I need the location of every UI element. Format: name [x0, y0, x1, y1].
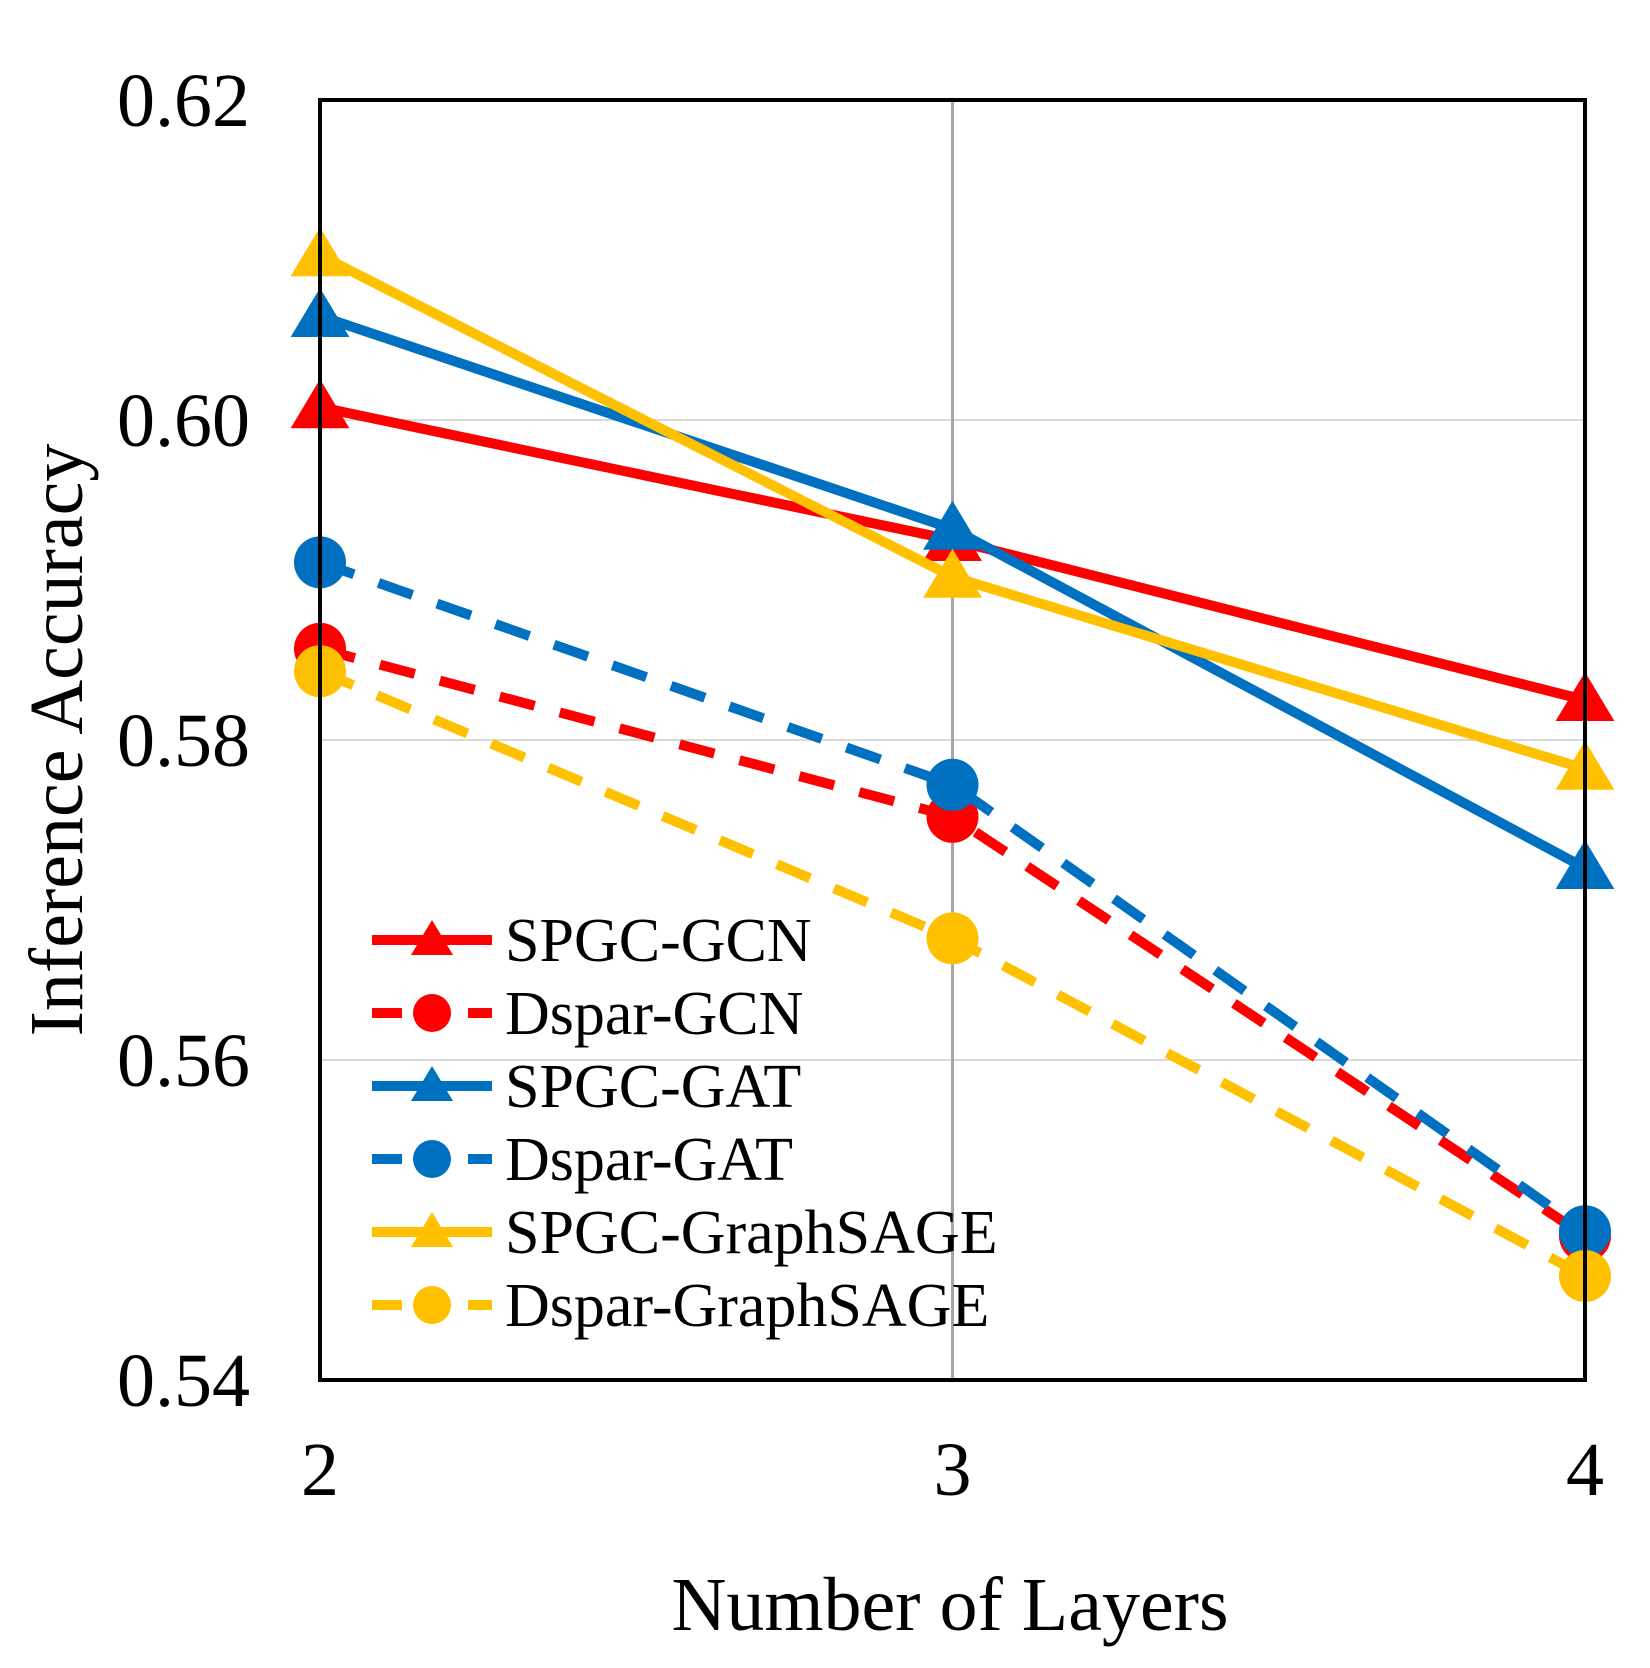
x-tick-label: 4 — [1566, 1428, 1604, 1512]
x-tick-label: 2 — [301, 1428, 339, 1512]
plot-frame — [318, 98, 1587, 1382]
data-point — [923, 500, 982, 550]
legend-item: SPGC-GCN — [372, 907, 812, 975]
legend-item: Dspar-GAT — [372, 1126, 793, 1194]
y-axis-ticks: 0.54 0.56 0.58 0.60 0.62 — [117, 59, 250, 1423]
legend: SPGC-GCNDspar-GCNSPGC-GATDspar-GATSPGC-G… — [372, 907, 998, 1340]
data-point — [926, 758, 979, 811]
data-point — [926, 912, 979, 965]
legend-label: Dspar-GCN — [505, 980, 803, 1048]
plot-border — [318, 98, 1587, 1382]
legend-marker — [411, 1066, 453, 1101]
legend-label: Dspar-GAT — [505, 1126, 793, 1194]
x-axis-title: Number of Layers — [671, 1563, 1228, 1647]
series-line — [318, 557, 1588, 1236]
legend-marker — [413, 1286, 451, 1324]
legend-item: Dspar-GraphSAGE — [372, 1272, 989, 1340]
legend-marker — [413, 1140, 451, 1178]
legend-marker — [413, 994, 451, 1032]
legend-label: SPGC-GraphSAGE — [505, 1199, 998, 1267]
legend-label: SPGC-GCN — [505, 907, 812, 975]
legend-item: Dspar-GCN — [372, 980, 803, 1048]
legend-marker — [411, 1212, 453, 1247]
legend-marker — [411, 920, 453, 955]
legend-label: SPGC-GAT — [505, 1053, 801, 1121]
y-axis-title: Inference Accuracy — [15, 444, 99, 1037]
y-tick-label: 0.60 — [117, 379, 250, 463]
legend-label: Dspar-GraphSAGE — [505, 1272, 989, 1340]
legend-item: SPGC-GAT — [372, 1053, 801, 1121]
y-tick-label: 0.56 — [117, 1019, 250, 1103]
data-point — [923, 548, 982, 598]
y-tick-label: 0.54 — [117, 1339, 250, 1423]
x-axis-ticks: 2 3 4 — [301, 1428, 1604, 1512]
y-tick-label: 0.58 — [117, 699, 250, 783]
x-tick-label: 3 — [934, 1428, 972, 1512]
legend-item: SPGC-GraphSAGE — [372, 1199, 998, 1267]
y-tick-label: 0.62 — [117, 59, 250, 143]
